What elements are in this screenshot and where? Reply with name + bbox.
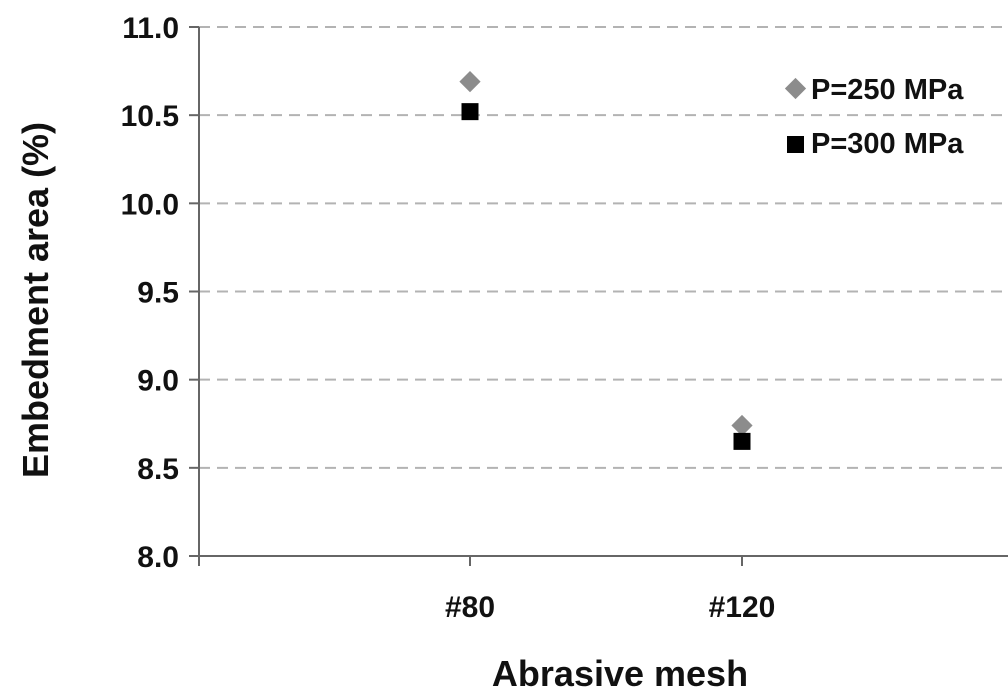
y-tick-label: 10.5	[121, 100, 179, 133]
legend-marker-square	[787, 136, 804, 153]
axes	[189, 26, 1008, 566]
legend-marker-diamond	[784, 77, 807, 100]
y-tick-label: 11.0	[122, 12, 179, 45]
gridlines	[199, 26, 1008, 469]
data-point-diamond	[459, 71, 481, 93]
x-tick-label: #80	[445, 591, 495, 624]
data-point-diamond	[731, 414, 753, 437]
data-points	[459, 71, 753, 450]
y-tick-labels: 8.0 8.5 9.0 9.5 10.0 10.5 11.0	[121, 12, 179, 574]
legend: P=250 MPa P=300 MPa	[784, 74, 964, 160]
x-axis-title: Abrasive mesh	[492, 653, 748, 693]
y-tick-label: 10.0	[121, 188, 179, 221]
x-tick-label: #120	[709, 591, 776, 624]
y-tick-label: 8.0	[137, 541, 179, 574]
y-tick-label: 9.5	[137, 277, 179, 310]
data-point-square	[733, 432, 751, 450]
data-point-square	[461, 103, 479, 121]
legend-label-series-1: P=250 MPa	[811, 74, 964, 106]
y-tick-label: 9.0	[137, 365, 179, 398]
y-axis-title: Embedment area (%)	[15, 122, 56, 478]
y-tick-label: 8.5	[137, 453, 179, 486]
x-tick-labels: #80 #120	[445, 591, 775, 624]
legend-label-series-2: P=300 MPa	[811, 128, 964, 160]
